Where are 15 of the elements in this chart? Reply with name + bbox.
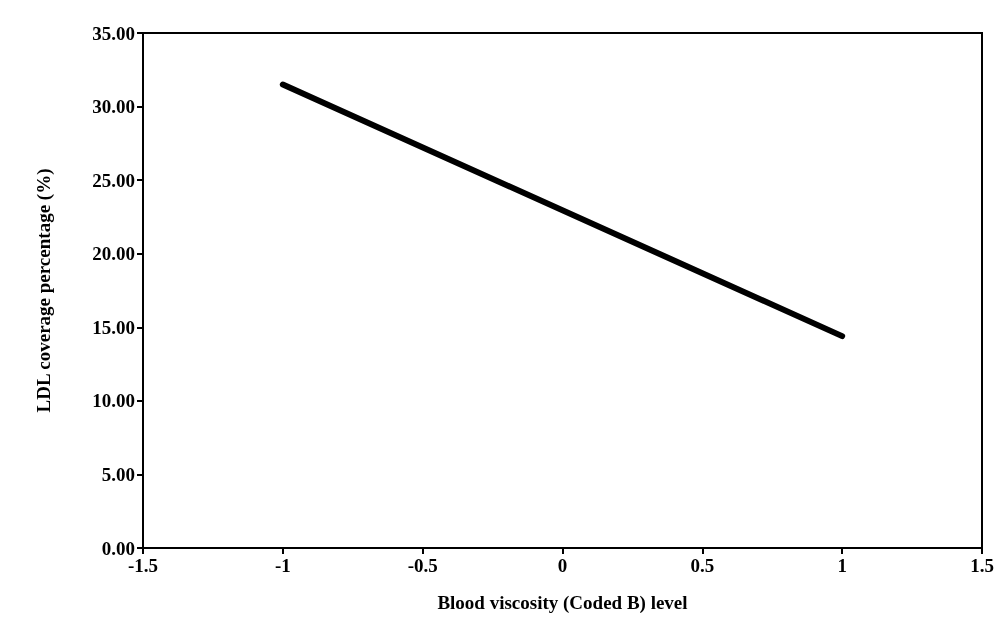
x-tick-label: 0 [557, 555, 568, 576]
x-tick-label: 0.5 [690, 555, 715, 576]
y-tick-label: 15.00 [92, 316, 135, 338]
x-tick-label: 1.5 [970, 555, 994, 576]
x-tick-label: -1 [274, 555, 291, 576]
y-tick-label: 10.00 [92, 390, 135, 412]
y-tick-label: 5.00 [101, 463, 135, 485]
y-tick-label: 25.00 [92, 169, 135, 191]
y-tick-label: 20.00 [92, 243, 135, 265]
y-axis-title: LDL coverage percentage (%) [33, 168, 55, 413]
x-axis-title: Blood viscosity (Coded B) level [437, 592, 688, 614]
x-tick-label: -0.5 [407, 555, 438, 576]
y-tick-label: 35.00 [92, 22, 135, 44]
y-tick-label: 30.00 [92, 96, 135, 118]
x-tick-label: 1 [837, 555, 847, 576]
